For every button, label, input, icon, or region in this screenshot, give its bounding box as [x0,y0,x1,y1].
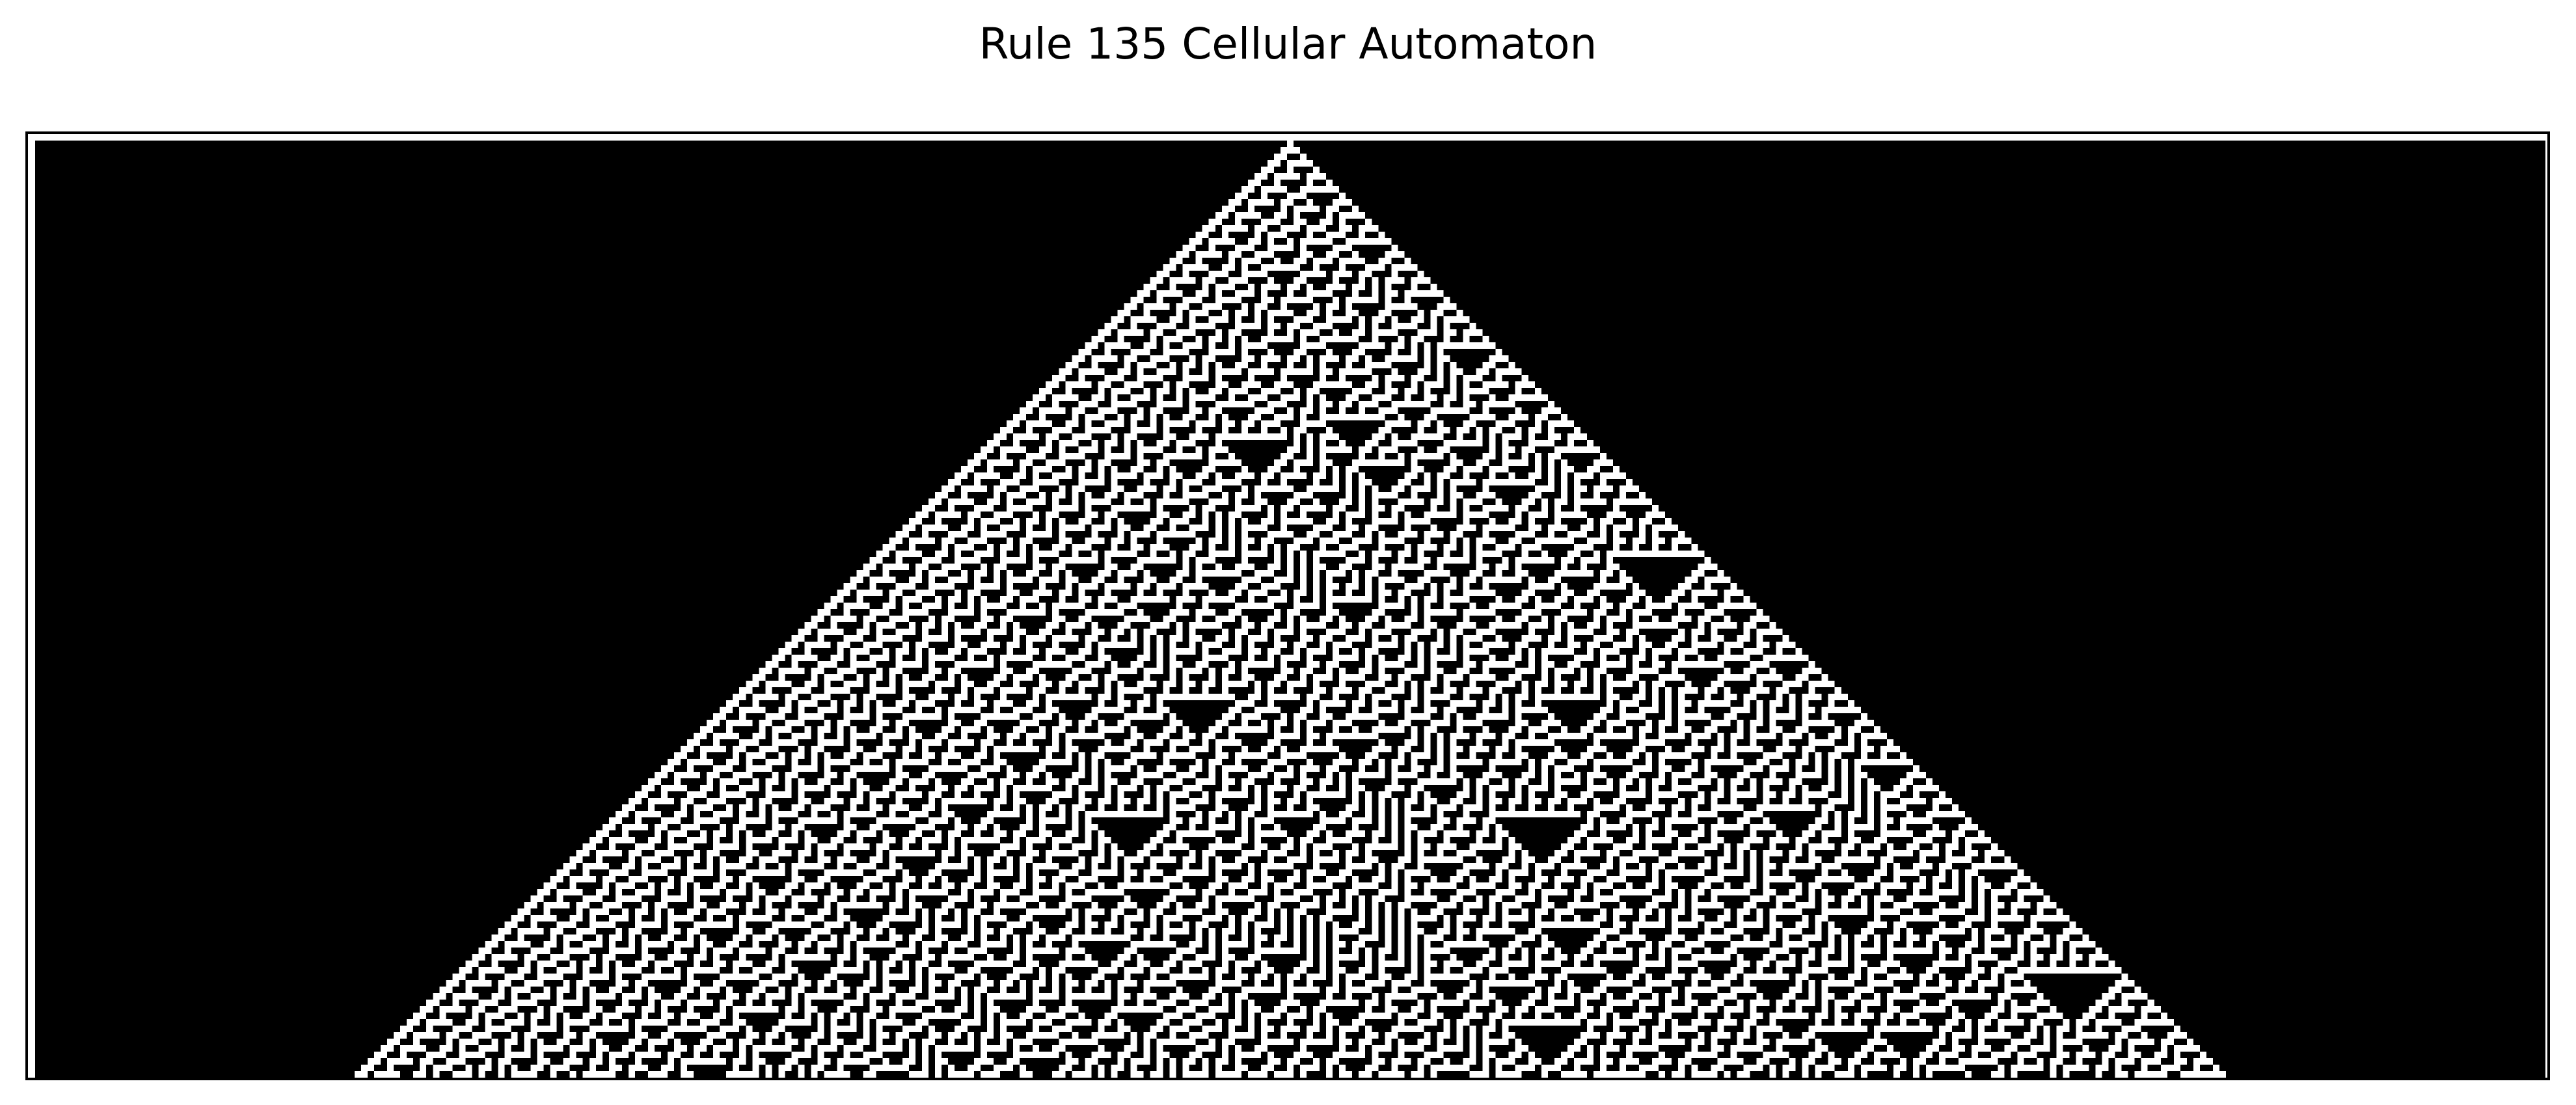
cellular-automaton-grid [35,141,2545,1078]
plot-frame [25,131,2550,1080]
figure-title: Rule 135 Cellular Automaton [979,19,1597,69]
